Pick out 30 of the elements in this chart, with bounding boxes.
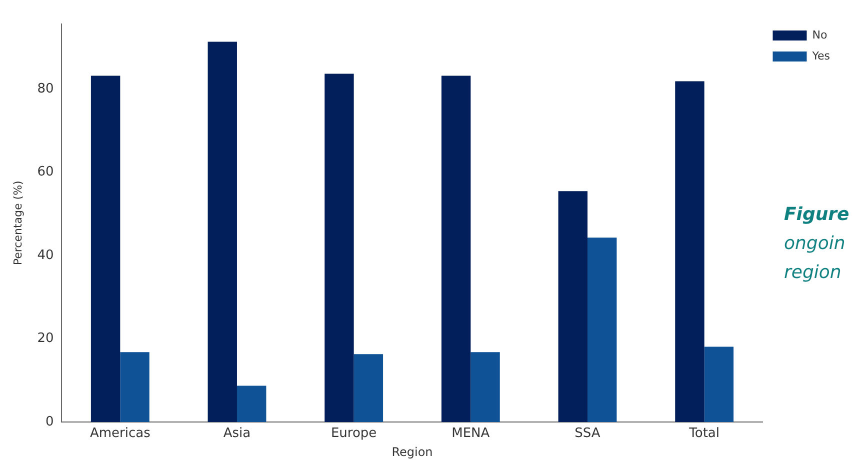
- y-axis-title: Percentage (%): [11, 180, 24, 266]
- x-tick-label: Asia: [223, 426, 251, 442]
- bar: [587, 238, 617, 422]
- bar: [324, 74, 354, 422]
- bar: [675, 81, 704, 422]
- bar: [236, 386, 266, 422]
- x-tick-label: MENA: [452, 426, 490, 442]
- bar: [441, 76, 471, 422]
- text: ongoin: [784, 232, 846, 256]
- bar: [558, 191, 588, 422]
- x-tick-label: Total: [688, 426, 720, 442]
- bar: [208, 42, 237, 422]
- text: Figure: [784, 203, 850, 227]
- x-tick-label: SSA: [574, 426, 600, 442]
- x-tick-label: Americas: [90, 426, 151, 442]
- y-tick-label: 60: [37, 164, 54, 180]
- x-tick-label: Europe: [330, 426, 377, 442]
- y-tick-label: 0: [45, 414, 54, 430]
- text: region: [784, 261, 842, 285]
- x-axis-title: Region: [392, 444, 433, 459]
- legend-label: Yes: [811, 49, 830, 62]
- bar: [90, 76, 120, 422]
- y-tick-label: 80: [37, 82, 54, 96]
- y-tick-label: 20: [37, 331, 54, 346]
- y-tick-label: 40: [37, 248, 54, 263]
- bar: [470, 352, 500, 422]
- bar: [354, 354, 384, 422]
- legend-label: No: [812, 28, 828, 42]
- bar: [120, 352, 150, 422]
- bar: [704, 346, 734, 422]
